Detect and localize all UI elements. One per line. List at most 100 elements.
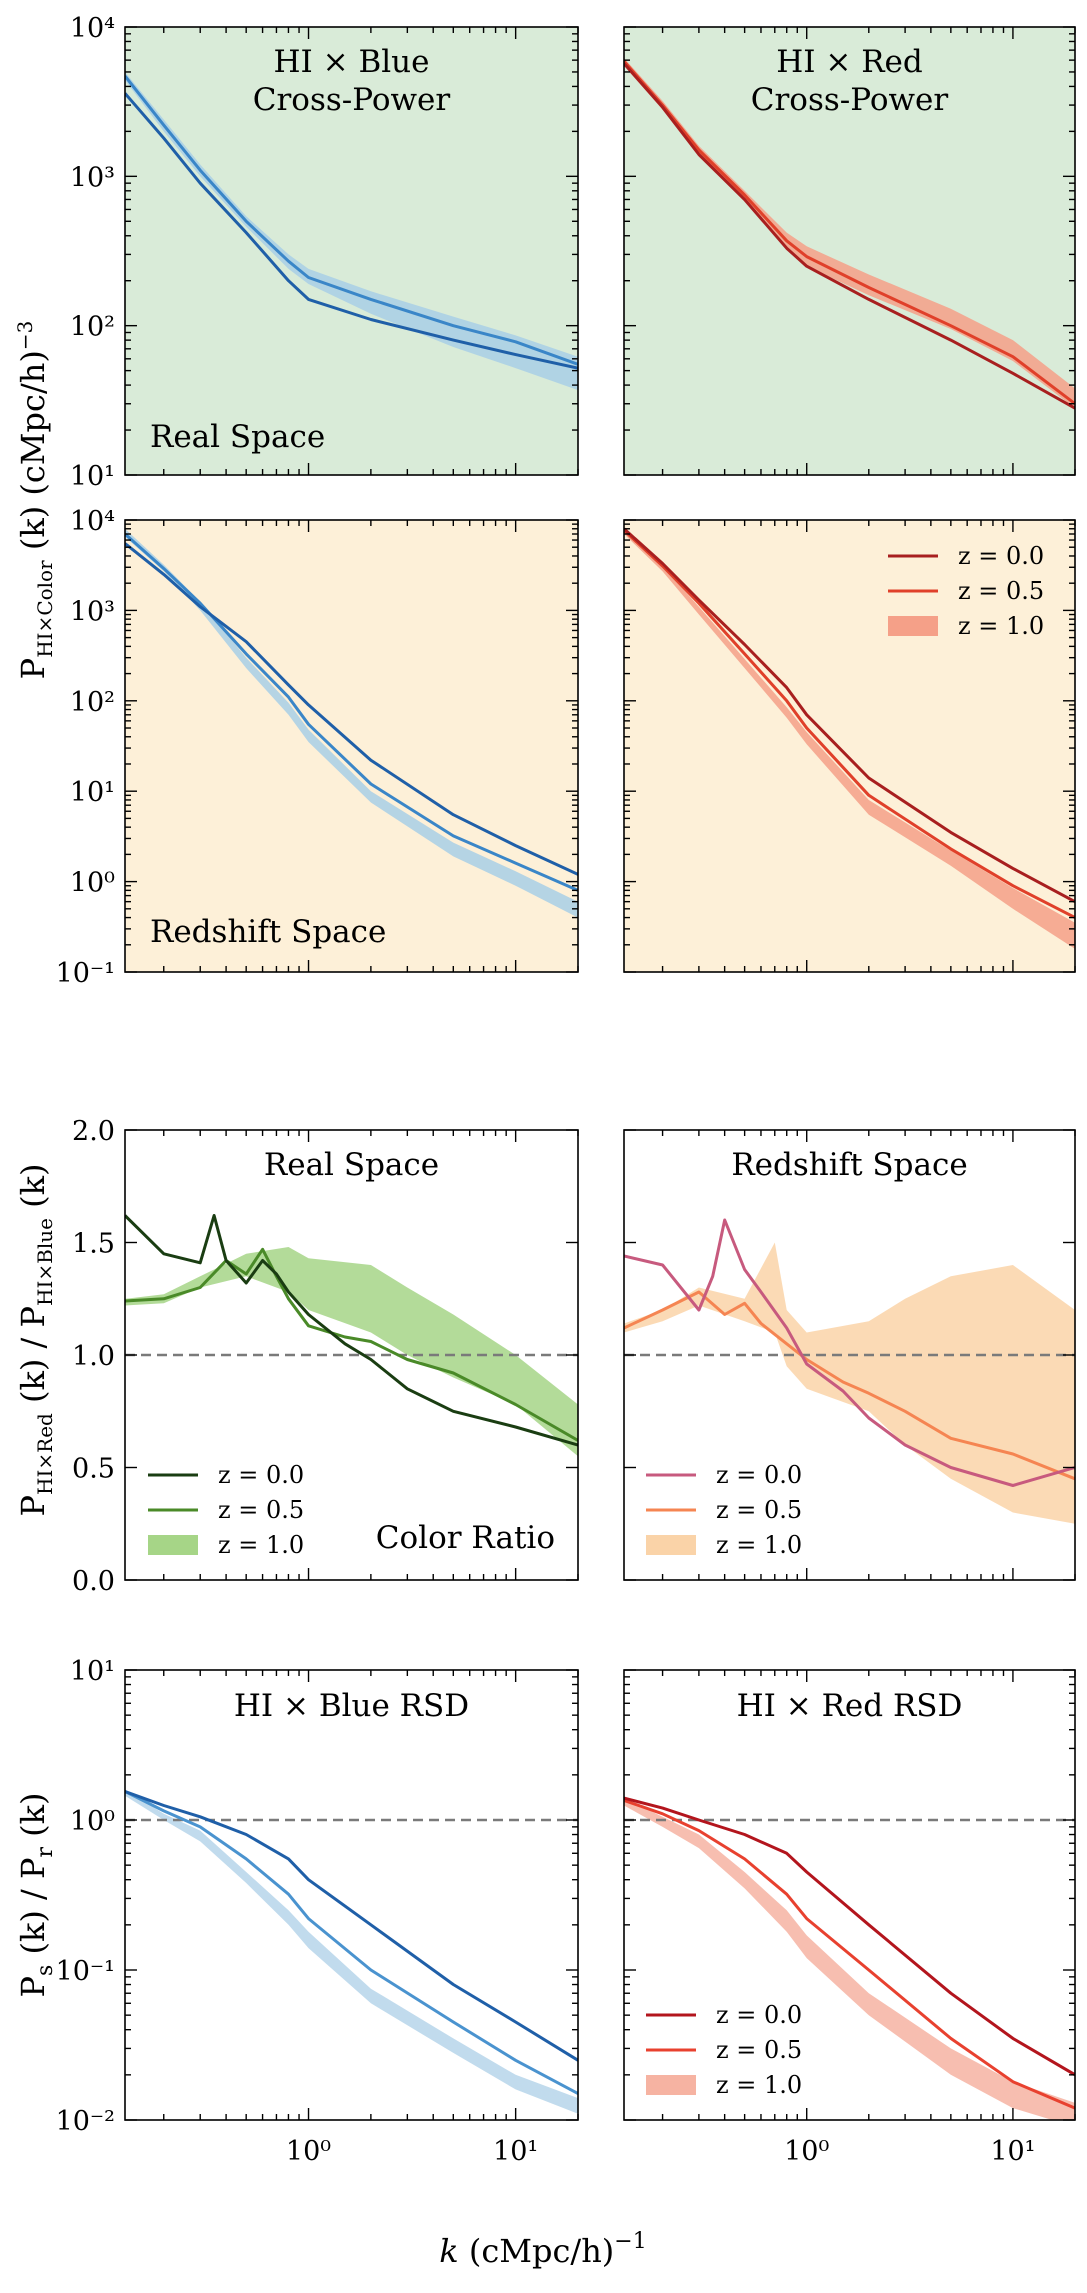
legend-swatch — [646, 2075, 696, 2095]
x-tick-label: 10⁰ — [286, 2136, 331, 2167]
y-tick-label: 10⁻² — [56, 2106, 115, 2137]
legend-label: z = 0.0 — [716, 2001, 802, 2029]
y-tick-label: 10⁴ — [70, 13, 115, 44]
legend-label: z = 0.5 — [716, 1496, 802, 1524]
y-ticks — [624, 1129, 1075, 1581]
x-ticks — [661, 27, 1076, 475]
band-z10 — [624, 58, 1075, 409]
panel-annotation: Color Ratio — [376, 1520, 555, 1556]
panel-background — [624, 1670, 1075, 2120]
y-tick-label: 1.5 — [72, 1229, 115, 1260]
y-tick-label: 0.0 — [72, 1566, 115, 1597]
y-ticks — [125, 519, 578, 973]
legend-label: z = 1.0 — [218, 1531, 304, 1559]
legend-label: z = 0.5 — [716, 2036, 802, 2064]
legend-label: z = 0.5 — [218, 1496, 304, 1524]
series-line-z00 — [624, 527, 1075, 904]
panel-p30: 10⁰ 10¹ 10⁻² 10⁻¹ 10⁰ 10¹ HI × Blue RSD — [56, 1656, 579, 2167]
legend-label: z = 0.0 — [958, 542, 1044, 570]
y-tick-label: 10³ — [70, 162, 115, 193]
band-z10 — [125, 1247, 578, 1457]
panel-title: HI × Red — [776, 44, 923, 80]
panel-frame — [623, 26, 1076, 476]
y-tick-label: 10¹ — [70, 461, 115, 492]
series-line-z00 — [125, 542, 578, 876]
series-line-z05 — [125, 75, 578, 366]
legend: z = 0.0 z = 0.5 z = 1.0 — [888, 542, 1044, 640]
y-tick-label: 10⁰ — [70, 868, 115, 899]
band-z10 — [624, 1798, 1075, 2120]
panel-title: Cross-Power — [751, 82, 949, 118]
series-line-z05 — [125, 1790, 578, 2095]
series-line-z05 — [624, 529, 1075, 919]
y-tick-label: 1.0 — [72, 1341, 115, 1372]
ylabel-cross-power: PHI×Color (k) (cMpc/h)−3 — [13, 321, 57, 680]
y-ticks — [125, 1129, 578, 1581]
x-tick-label: 10¹ — [990, 2136, 1035, 2167]
series-line-z00 — [125, 1790, 578, 2062]
x-tick-label: 10⁰ — [784, 2136, 829, 2167]
series-line-z00 — [125, 92, 578, 370]
legend: z = 0.0 z = 0.5 z = 1.0 — [646, 1461, 802, 1559]
legend-label: z = 1.0 — [716, 1531, 802, 1559]
panel-p11: z = 0.0 z = 0.5 z = 1.0 — [623, 519, 1076, 973]
xlabel-k: k (cMpc/h)−1 — [439, 2229, 646, 2270]
legend: z = 0.0 z = 0.5 z = 1.0 — [148, 1461, 304, 1559]
series-line-z00 — [624, 1796, 1075, 2077]
y-ticks — [624, 519, 1075, 973]
legend: z = 0.0 z = 0.5 z = 1.0 — [646, 2001, 802, 2099]
band-z10 — [624, 1242, 1075, 1524]
series-line-z00 — [125, 1214, 578, 1447]
x-ticks — [661, 520, 1076, 972]
panel-background — [125, 27, 578, 475]
y-tick-label: 10⁻¹ — [56, 1956, 115, 1987]
panel-p10: 10⁻¹ 10⁰ 10¹ 10² 10³ 10⁴ Redshift Space — [56, 506, 579, 989]
x-ticks — [163, 1670, 579, 2120]
panel-background — [624, 27, 1075, 475]
legend-label: z = 0.5 — [958, 577, 1044, 605]
x-ticks — [661, 1670, 1076, 2120]
panel-title: Redshift Space — [731, 1147, 967, 1183]
legend-label: z = 0.0 — [716, 1461, 802, 1489]
panel-p31: 10⁰ 10¹ HI × Red RSD z = 0.0 z = 0.5 z = 1.0 — [623, 1669, 1076, 2167]
x-ticks — [163, 1130, 579, 1580]
panel-p21: Redshift Space z = 0.0 z = 0.5 z = 1.0 — [623, 1129, 1076, 1581]
y-tick-label: 10² — [70, 687, 115, 718]
panel-frame — [623, 519, 1076, 973]
series-line-z05 — [125, 1247, 578, 1442]
y-tick-label: 0.5 — [72, 1454, 115, 1485]
band-z10 — [125, 1789, 578, 2114]
y-tick-label: 10⁴ — [70, 506, 115, 537]
series-line-z05 — [624, 60, 1075, 405]
legend-swatch — [148, 1535, 198, 1555]
panel-title: HI × Red RSD — [737, 1688, 963, 1724]
series-line-z00 — [624, 62, 1075, 410]
series-line-z05 — [125, 532, 578, 892]
y-ticks — [624, 26, 1075, 476]
y-tick-label: 2.0 — [72, 1116, 115, 1147]
x-ticks — [163, 27, 579, 475]
panel-title: Real Space — [264, 1147, 439, 1183]
y-tick-label: 10⁻¹ — [56, 958, 115, 989]
panel-title: HI × Blue — [274, 44, 430, 80]
panel-background — [125, 520, 578, 972]
y-tick-label: 10² — [70, 312, 115, 343]
ylabel-rsd-ratio: Ps (k) / Pr (k) — [14, 1792, 58, 1997]
y-ticks — [125, 1669, 578, 2121]
panel-frame — [124, 1669, 579, 2121]
x-ticks — [163, 520, 579, 972]
panel-annotation: Real Space — [150, 419, 325, 455]
band-z10 — [624, 527, 1075, 949]
legend-label: z = 1.0 — [958, 612, 1044, 640]
series-line-z05 — [624, 1798, 1075, 2110]
panel-annotation: Redshift Space — [150, 914, 386, 950]
y-tick-label: 10⁰ — [70, 1806, 115, 1837]
ylabel-color-ratio: PHI×Red (k) / PHI×Blue (k) — [14, 1164, 57, 1517]
panel-frame — [623, 1669, 1076, 2121]
series-line-z00 — [624, 1218, 1075, 1487]
y-ticks — [624, 1669, 1075, 2121]
y-tick-label: 10¹ — [70, 777, 115, 808]
